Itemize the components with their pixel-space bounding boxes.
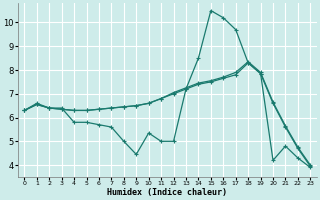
X-axis label: Humidex (Indice chaleur): Humidex (Indice chaleur) xyxy=(107,188,227,197)
